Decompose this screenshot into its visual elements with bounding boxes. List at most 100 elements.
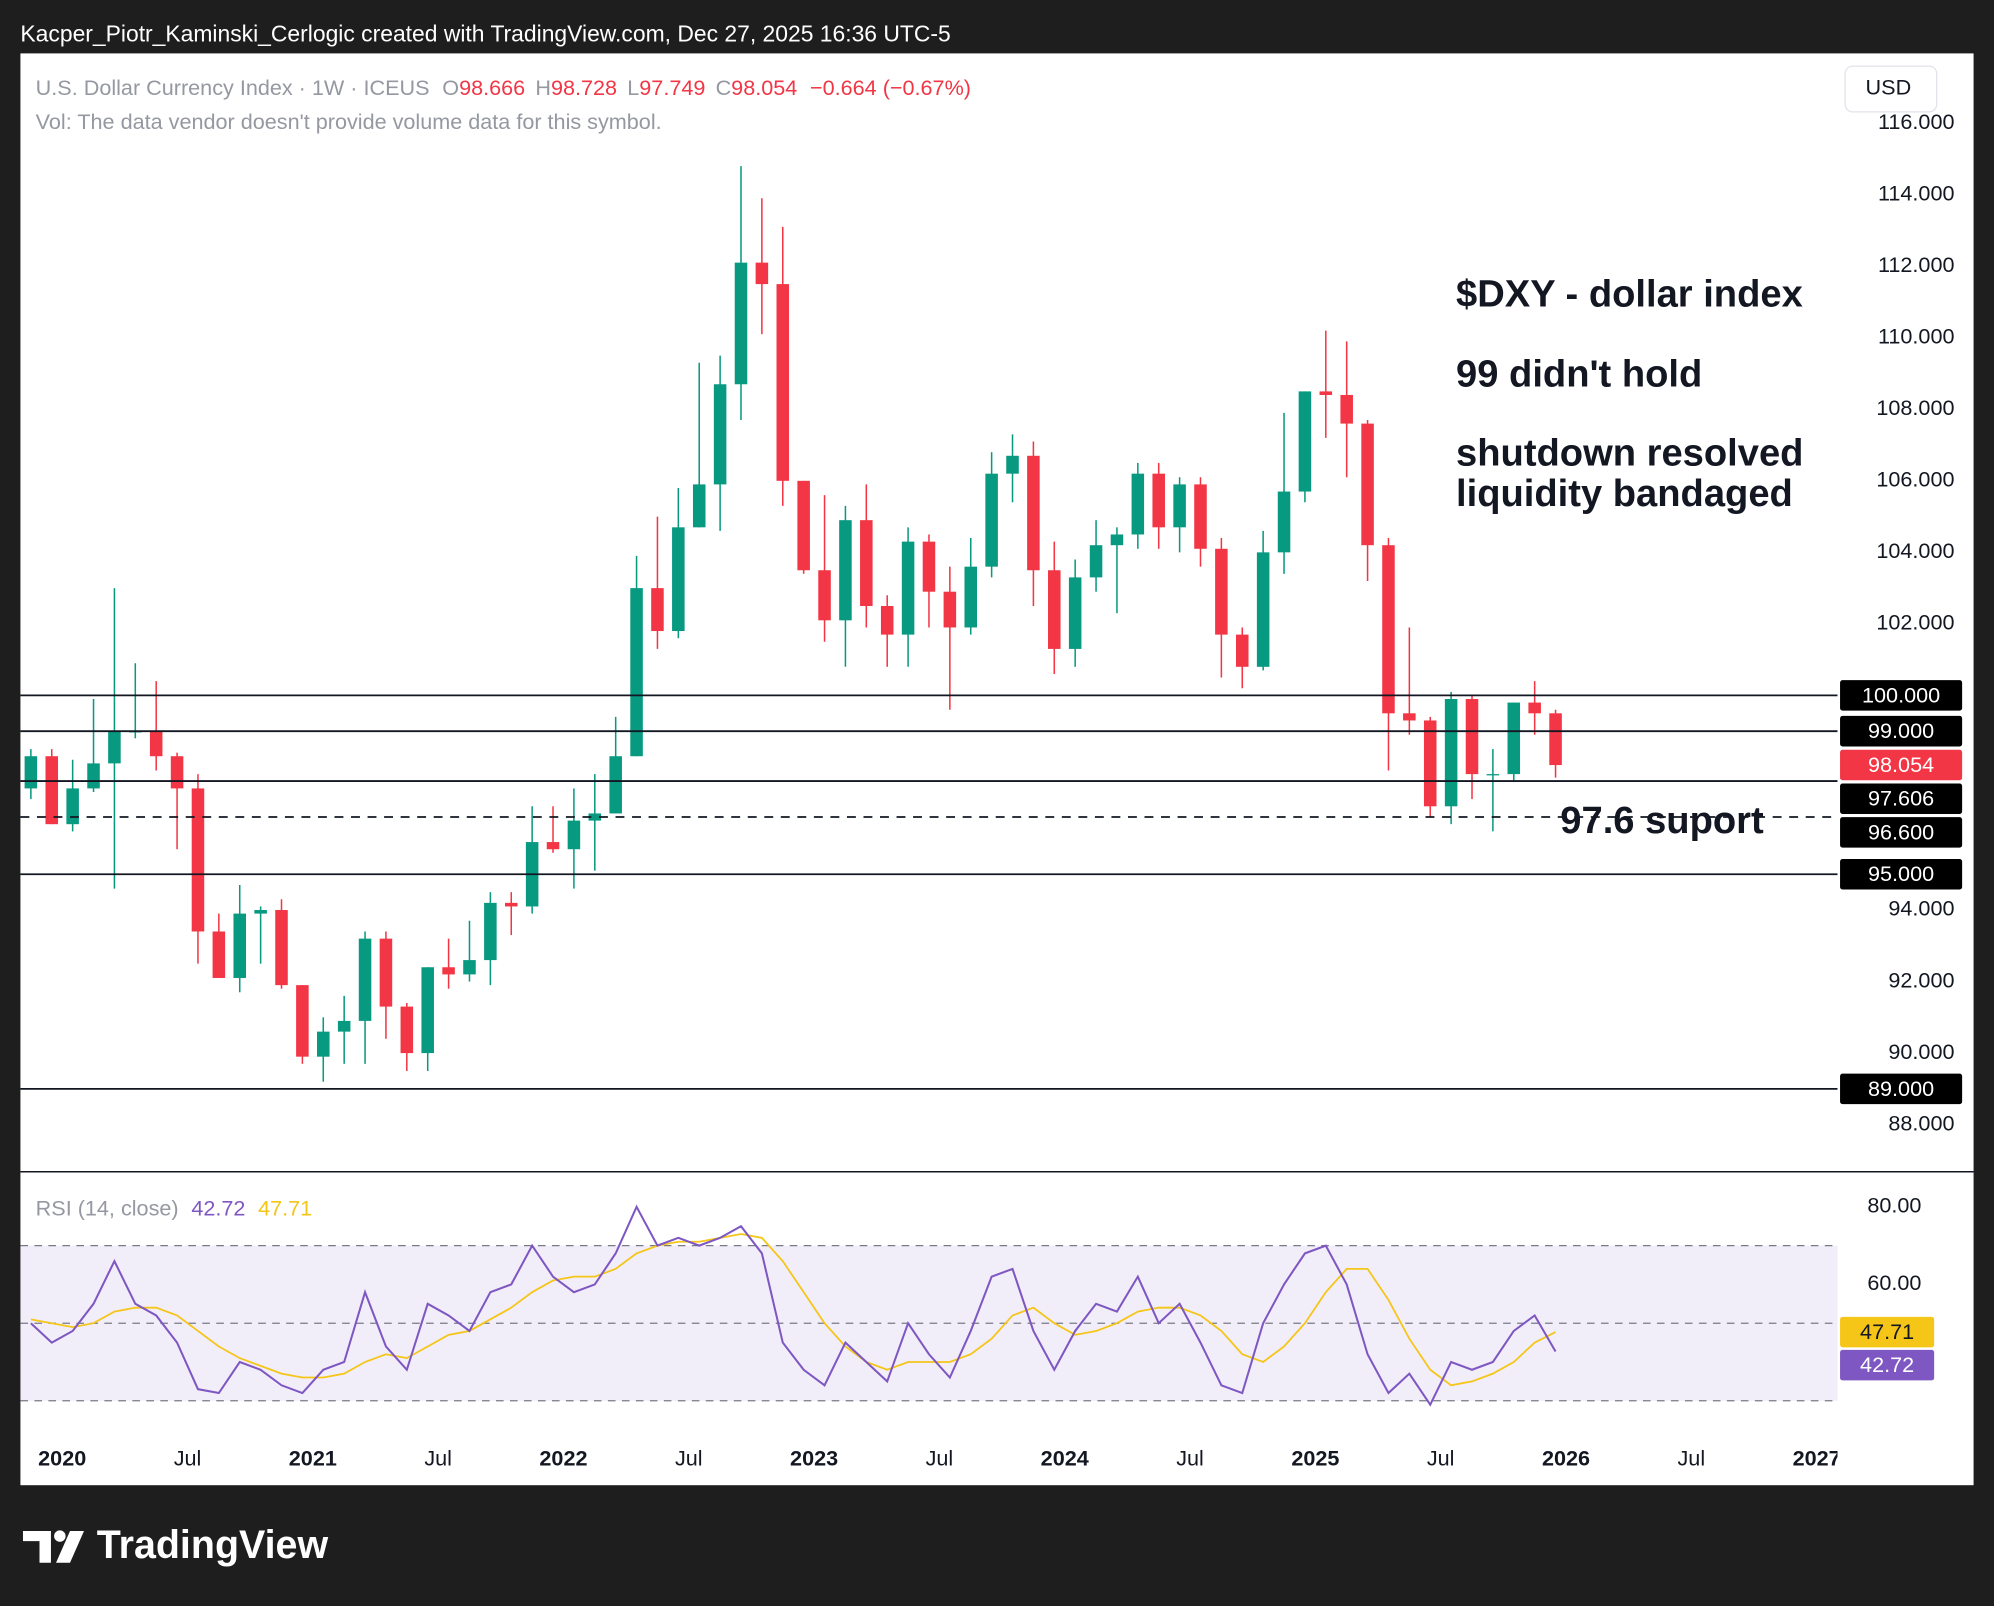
header-text: Kacper_Piotr_Kaminski_Cerlogic created w…: [20, 21, 950, 47]
rsi-badge-label: 47.71: [1860, 1319, 1914, 1344]
candle-body: [170, 756, 184, 789]
candle-body: [1235, 634, 1249, 667]
rsi-badge-label: 42.72: [1860, 1352, 1914, 1377]
candle-body: [755, 262, 769, 285]
logo-icon: [56, 1530, 85, 1563]
candle-body: [692, 484, 706, 528]
x-tick-label: 2021: [289, 1445, 337, 1470]
candle-body: [901, 541, 915, 635]
candle-body: [1465, 698, 1479, 775]
chart-panel: [20, 53, 1974, 1486]
ohlc-key: C: [716, 75, 732, 100]
volume-note: Vol: The data vendor doesn't provide vol…: [36, 109, 662, 134]
price-badge-label: 95.000: [1868, 861, 1934, 886]
candle-body: [609, 756, 622, 814]
rsi-name: RSI (14, close): [36, 1195, 179, 1220]
candle-body: [1403, 713, 1416, 721]
candle-body: [1507, 702, 1521, 775]
price-badge-label: 100.000: [1862, 682, 1940, 707]
x-tick-label: 2023: [790, 1445, 838, 1470]
candle-body: [87, 763, 100, 789]
candle-body: [1089, 545, 1103, 578]
candle-body: [24, 756, 38, 789]
brand-logo: TradingView: [22, 1523, 329, 1567]
price-badge: [1840, 783, 1963, 814]
candle-body: [1048, 570, 1061, 649]
candle-body: [1340, 394, 1353, 424]
candle-body: [442, 967, 455, 975]
candle-body: [672, 527, 685, 632]
x-tick-label: Jul: [675, 1445, 703, 1470]
rsi-line: [30, 1204, 1557, 1407]
candle-body: [1173, 484, 1186, 528]
candle-body: [880, 606, 894, 635]
price-badge-label: 97.606: [1868, 786, 1934, 811]
y-tick-label: 116.000: [1878, 109, 1955, 134]
x-tick-label: Jul: [926, 1445, 954, 1470]
price-badge: [1840, 715, 1963, 747]
brand-name: TradingView: [97, 1523, 329, 1567]
annotation: 99 didn't hold: [1456, 352, 1702, 395]
candle-body: [713, 384, 727, 485]
ohlc-value: 98.728: [551, 75, 617, 100]
y-tick-label: 110.000: [1878, 323, 1955, 348]
candle-body: [776, 284, 790, 481]
candle-body: [1361, 423, 1374, 546]
candle-body: [504, 902, 518, 907]
annotation: $DXY - dollar index: [1456, 272, 1803, 315]
candle-body: [212, 931, 226, 978]
x-tick-label: Jul: [1427, 1445, 1455, 1470]
annotation: shutdown resolved: [1456, 431, 1803, 474]
candle-body: [45, 756, 59, 825]
y-tick-label: 108.000: [1876, 395, 1954, 420]
candle-body: [1319, 391, 1333, 395]
candle-body: [108, 731, 121, 764]
y-tick-label: 92.000: [1888, 967, 1954, 992]
candle-body: [484, 902, 497, 961]
candle-body: [1006, 455, 1019, 474]
x-tick-label: 2020: [38, 1445, 86, 1470]
ohlc-key: H: [535, 75, 551, 100]
price-pane: [20, 166, 1838, 1090]
candle-body: [943, 591, 957, 628]
price-badge: [1840, 817, 1963, 848]
rsi-value: 47.71: [258, 1195, 312, 1220]
x-tick-label: 2026: [1542, 1445, 1590, 1470]
currency-button[interactable]: [1844, 65, 1938, 113]
price-badge-label: 99.000: [1868, 718, 1934, 743]
candle-body: [358, 938, 372, 1021]
candle-body: [1444, 698, 1458, 807]
y-tick-label: 90.000: [1888, 1039, 1954, 1064]
candle-body: [860, 520, 873, 607]
price-badge-label: 98.054: [1868, 752, 1934, 777]
price-badge: [1840, 749, 1963, 781]
y-tick-label: 80.00: [1867, 1193, 1921, 1218]
ohlc-key: L: [627, 75, 639, 100]
candle-body: [734, 262, 748, 385]
rsi-value: 42.72: [191, 1195, 245, 1220]
candle-body: [254, 910, 267, 914]
candle-body: [317, 1031, 330, 1057]
candle-body: [1256, 552, 1270, 667]
time-axis: 2020 Jul 2021 Jul 2022 Jul 2023 Jul 2024 Jul 2025 J…: [38, 1445, 1837, 1470]
candle-body: [567, 820, 581, 850]
candle-body: [651, 588, 664, 632]
candle-body: [149, 731, 163, 757]
y-tick-label: 114.000: [1878, 180, 1955, 205]
rsi-pane: [20, 1204, 1838, 1407]
candle-body: [421, 967, 434, 1054]
candle-body: [1215, 548, 1228, 635]
candle-body: [1528, 702, 1541, 714]
candle-body: [839, 520, 852, 621]
candle-body: [296, 985, 309, 1057]
x-tick-label: Jul: [1677, 1445, 1705, 1470]
candle-body: [985, 473, 998, 567]
change-value: −0.664 (−0.67%): [810, 75, 971, 100]
price-badge: [1840, 1073, 1963, 1105]
x-tick-label: 2022: [539, 1445, 587, 1470]
candle-body: [191, 788, 205, 932]
y-tick-label: 112.000: [1878, 252, 1955, 277]
x-tick-label: 2024: [1041, 1445, 1089, 1470]
candle-body: [1068, 577, 1082, 649]
rsi-line: [30, 1233, 1556, 1387]
